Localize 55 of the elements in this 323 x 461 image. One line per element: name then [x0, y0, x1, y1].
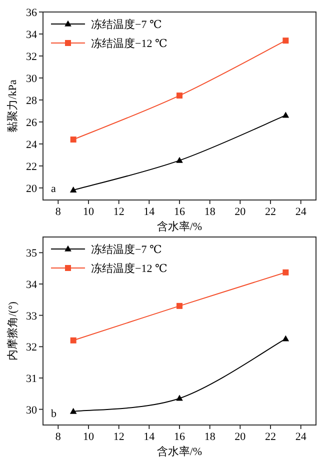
- y-tick-label: 22: [26, 160, 37, 173]
- x-tick-label: 10: [83, 431, 94, 443]
- annotation: a: [51, 183, 56, 195]
- y-tick-label: 33: [26, 310, 38, 322]
- y-tick-label: 24: [26, 138, 38, 151]
- y-tick-label: 30: [26, 72, 38, 85]
- x-tick-label: 14: [144, 206, 156, 218]
- x-tick-label: 20: [234, 206, 246, 218]
- point: [70, 337, 76, 344]
- point: [282, 38, 289, 44]
- x-tick-label: 12: [113, 206, 124, 218]
- x-tick-label: 12: [113, 431, 124, 443]
- legend-label: 冻结温度−7 ℃: [91, 243, 162, 256]
- y-tick-label: 34: [26, 28, 38, 41]
- legend-label: 冻结温度−7 ℃: [91, 18, 162, 31]
- y-tick-label: 28: [26, 94, 38, 107]
- x-axis-title: 含水率/%: [156, 445, 202, 458]
- y-tick-label: 36: [26, 7, 38, 19]
- y-axis-title: 内摩擦角/(°): [6, 301, 19, 360]
- x-tick-label: 22: [265, 206, 276, 218]
- point: [176, 302, 182, 309]
- x-tick-label: 18: [204, 206, 216, 218]
- y-tick-label: 30: [26, 404, 38, 416]
- point: [282, 112, 290, 118]
- y-tick-label: 34: [26, 279, 38, 291]
- point: [70, 408, 77, 414]
- x-tick-label: 24: [295, 206, 307, 218]
- annotation: b: [51, 408, 57, 420]
- x-tick-label: 10: [83, 206, 94, 218]
- y-tick-label: 32: [26, 50, 37, 63]
- x-tick-label: 20: [234, 431, 246, 443]
- point: [176, 394, 183, 401]
- legend-label: 冻结温度−12 ℃: [91, 262, 168, 275]
- y-axis-title: 黏聚力/kPa: [6, 80, 19, 132]
- point: [282, 269, 289, 276]
- point: [282, 335, 290, 342]
- legend-label: 冻结温度−12 ℃: [91, 37, 168, 50]
- x-tick-label: 22: [265, 431, 276, 443]
- y-tick-label: 26: [26, 116, 38, 129]
- point: [176, 92, 182, 99]
- point: [70, 186, 77, 193]
- x-tick-label: 24: [295, 431, 307, 443]
- point: [70, 136, 76, 143]
- y-tick-label: 20: [26, 182, 38, 195]
- x-tick-label: 18: [204, 431, 216, 443]
- x-tick-label: 14: [144, 431, 156, 443]
- x-tick-label: 8: [55, 431, 62, 443]
- x-axis-title: 含水率/%: [156, 220, 202, 233]
- x-tick-label: 8: [55, 206, 62, 218]
- y-tick-label: 35: [26, 248, 38, 260]
- y-tick-label: 31: [26, 373, 37, 385]
- x-tick-label: 16: [174, 431, 186, 443]
- x-tick-label: 16: [174, 206, 186, 218]
- point: [176, 156, 183, 163]
- y-tick-label: 32: [26, 342, 37, 354]
